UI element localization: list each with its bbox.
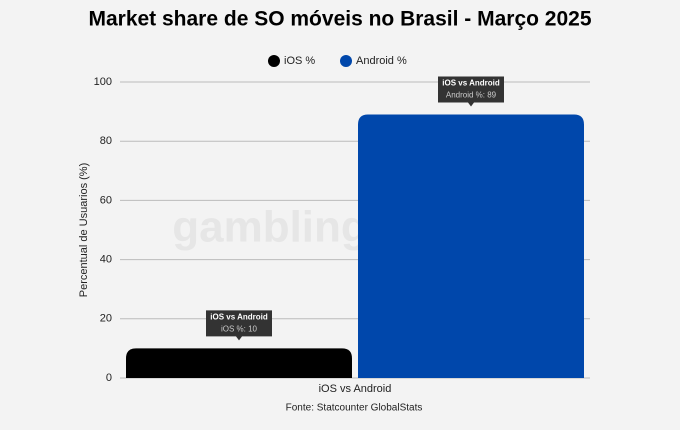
bar xyxy=(358,114,584,378)
legend-label: iOS % xyxy=(284,55,315,67)
y-tick-label: 0 xyxy=(106,372,112,384)
y-tick-label: 80 xyxy=(100,135,112,147)
tooltip-title: iOS vs Android xyxy=(210,313,268,322)
tooltip-title: iOS vs Android xyxy=(442,79,500,88)
source: Fonte: Statcounter GlobalStats xyxy=(286,403,423,414)
legend-swatch xyxy=(340,55,352,67)
x-tick-label: iOS vs Android xyxy=(319,383,392,395)
y-axis-label: Percentual de Usuarios (%) xyxy=(78,163,90,298)
y-tick-label: 40 xyxy=(100,254,112,266)
legend-label: Android % xyxy=(356,55,407,67)
chart-title: Market share de SO móveis no Brasil - Ma… xyxy=(88,8,591,31)
legend-swatch xyxy=(268,55,280,67)
bar xyxy=(126,348,352,378)
tooltip-box xyxy=(438,76,504,107)
tooltip-box xyxy=(206,310,272,341)
tooltip-value: iOS %: 10 xyxy=(221,325,258,334)
y-tick-label: 100 xyxy=(94,76,112,88)
y-tick-label: 60 xyxy=(100,194,112,206)
tooltip-value: Android %: 89 xyxy=(446,91,497,100)
watermark: gambling xyxy=(172,203,368,252)
y-tick-label: 20 xyxy=(100,313,112,325)
